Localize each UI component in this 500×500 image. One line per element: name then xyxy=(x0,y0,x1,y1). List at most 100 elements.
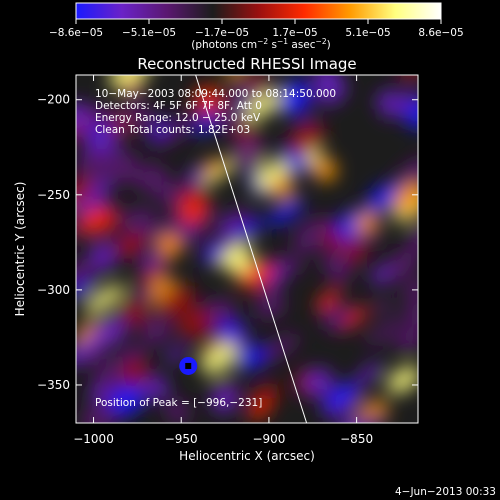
heatmap-blob xyxy=(185,166,207,185)
heatmap-blob xyxy=(84,283,125,315)
footer-date: 4−Jun−2013 00:33 xyxy=(395,486,496,498)
heatmap-blob xyxy=(227,250,252,276)
heatmap-blob xyxy=(369,265,392,285)
colorbar-tick-label: 1.7e−05 xyxy=(272,27,317,39)
heatmap-blob xyxy=(386,365,418,395)
heatmap-blob xyxy=(80,400,120,423)
x-tick-label: −950 xyxy=(165,432,198,446)
x-tick-label: −900 xyxy=(252,432,285,446)
heatmap-blob xyxy=(401,332,418,353)
colorbar-units-mid2: asec xyxy=(288,39,316,51)
heatmap-blob xyxy=(313,75,336,85)
heatmap-blob xyxy=(165,345,188,364)
heatmap-blob xyxy=(122,358,150,386)
y-axis-label: Heliocentric Y (arcsec) xyxy=(13,182,27,317)
heatmap-blob xyxy=(85,316,126,351)
heatmap-blob xyxy=(76,257,99,289)
heatmap-blob xyxy=(107,385,138,410)
heatmap-blob xyxy=(150,115,192,148)
heatmap-blob xyxy=(76,149,106,176)
heatmap-blob xyxy=(212,389,237,414)
y-tick-label: −350 xyxy=(37,378,70,392)
heatmap-blob xyxy=(373,297,392,314)
heatmap-blob xyxy=(403,277,418,301)
x-tick-label: −850 xyxy=(340,432,373,446)
heatmap-blob xyxy=(270,176,294,200)
heatmap-blob xyxy=(193,86,224,117)
annotation-block: 10−May−2003 08:09:44.000 to 08:14:50.000… xyxy=(95,88,336,136)
heatmap-blob xyxy=(243,90,283,122)
colorbar-tick-label: −8.6e−05 xyxy=(49,27,103,39)
colorbar-units-sup3: −2 xyxy=(316,37,327,46)
heatmap-blob xyxy=(135,109,161,136)
heatmap-blob xyxy=(330,265,351,285)
colorbar-tick-label: 5.1e−05 xyxy=(345,27,390,39)
heatmap-blob xyxy=(392,182,418,215)
y-tick-label: −300 xyxy=(37,283,70,297)
heatmap-blob xyxy=(76,180,95,207)
heatmap-blob xyxy=(119,298,148,327)
chart-title: Reconstructed RHESSI Image xyxy=(137,55,356,73)
y-tick-label: −200 xyxy=(37,93,70,107)
colorbar-bar xyxy=(75,2,442,20)
heatmap-blob xyxy=(282,90,312,116)
heatmap-blob xyxy=(203,158,223,177)
annotation-line: Clean Total counts: 1.82E+03 xyxy=(95,124,250,136)
heatmap-blob xyxy=(108,75,152,90)
heatmap-blob xyxy=(323,382,359,411)
colorbar-units-sup1: −2 xyxy=(257,37,268,46)
heatmap-blob xyxy=(358,411,381,423)
annotation-line: 10−May−2003 08:09:44.000 to 08:14:50.000 xyxy=(95,88,336,100)
colorbar-tick-label: −1.7e−05 xyxy=(195,27,249,39)
heatmap-blob xyxy=(267,198,304,227)
heatmap-blob xyxy=(237,344,267,371)
heatmap-blob xyxy=(92,105,116,131)
heatmap-blob xyxy=(254,290,285,320)
heatmap-blob xyxy=(247,399,273,420)
x-tick-label: −1000 xyxy=(73,432,114,446)
heatmap-blob xyxy=(177,307,212,339)
annotation-line: Energy Range: 12.0 − 25.0 keV xyxy=(95,112,261,124)
heatmap-blob xyxy=(165,399,190,423)
heatmap-blob xyxy=(407,218,418,251)
colorbar-units-text: (photons cm xyxy=(191,39,257,51)
peak-position-label: Position of Peak = [−996,−231] xyxy=(95,397,262,409)
heatmap-blob xyxy=(405,300,418,327)
y-tick-label: −250 xyxy=(37,188,70,202)
heatmap-blob xyxy=(143,375,169,401)
heatmap-blob xyxy=(141,315,172,345)
heatmap-blob xyxy=(76,101,92,132)
heatmap-blob xyxy=(280,253,302,276)
heatmap-blob xyxy=(312,156,338,183)
peak-marker-dot xyxy=(185,362,192,369)
heatmap-blob xyxy=(78,206,112,236)
colorbar-units-end: ) xyxy=(327,39,331,51)
heatmap-blob xyxy=(229,136,265,170)
colorbar: −8.6e−05 −5.1e−05 −1.7e−05 1.7e−05 5.1e−05 8.… xyxy=(49,2,464,51)
colorbar-ticks xyxy=(75,19,442,24)
heatmap-blob xyxy=(353,210,380,234)
colorbar-units: (photons cm−2 s−1 asec−2) xyxy=(191,37,330,51)
peak-marker xyxy=(179,356,198,375)
heatmap-blob xyxy=(135,261,168,286)
heatmap-blob xyxy=(315,289,342,311)
heatmap-blob xyxy=(292,216,336,254)
heatmap-blob xyxy=(260,332,299,363)
x-axis: −1000 −950 −900 −850 xyxy=(73,75,373,446)
colorbar-units-mid: s xyxy=(268,39,277,51)
solar-limb-line xyxy=(195,75,308,423)
plot-frame xyxy=(75,74,419,424)
annotation-line: Detectors: 4F 5F 6F 7F 8F, Att 0 xyxy=(95,100,262,112)
heatmap-blob xyxy=(157,233,182,259)
heatmap-blob xyxy=(200,342,238,375)
heatmap-blob xyxy=(122,86,145,105)
colorbar-units-sup2: −1 xyxy=(277,37,288,46)
heatmap-blob xyxy=(111,105,144,131)
heatmap-blob xyxy=(286,123,325,157)
heatmap-blob xyxy=(76,342,90,367)
heatmap-blob xyxy=(202,243,228,264)
heatmap-image xyxy=(76,75,418,423)
heatmap-blob xyxy=(126,168,145,184)
heatmap-blob xyxy=(382,91,418,119)
